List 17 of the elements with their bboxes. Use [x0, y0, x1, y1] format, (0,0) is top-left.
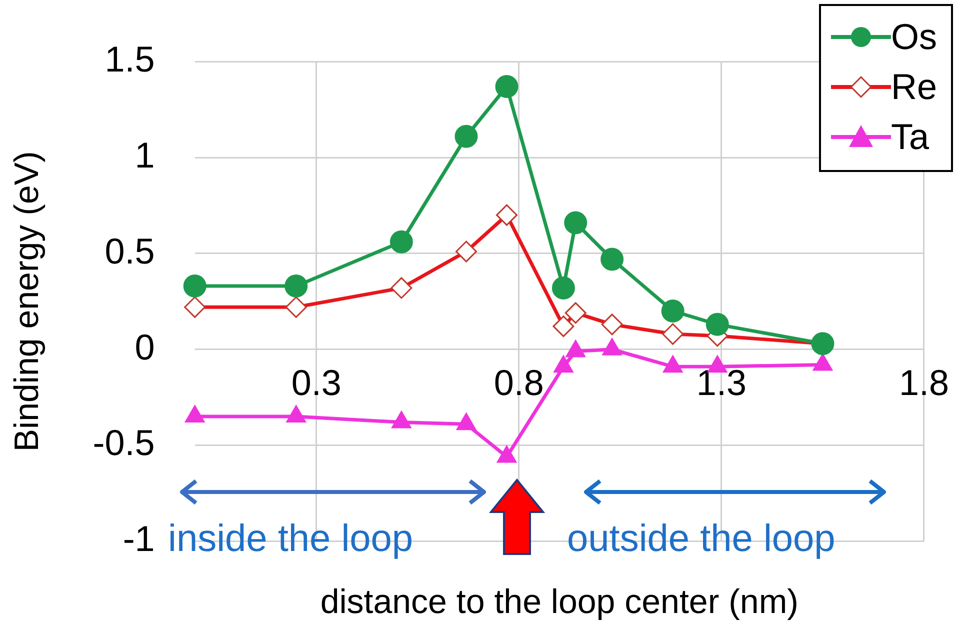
annotation: inside the loop — [168, 518, 414, 561]
x-tick-label: 1.3 — [696, 362, 746, 403]
y-axis-title: Binding energy (eV) — [8, 151, 46, 452]
y-tick-label: 1 — [134, 134, 155, 176]
legend-label: Re — [890, 65, 937, 109]
x-tick-label: 0.3 — [291, 362, 342, 403]
y-tick-label: -0.5 — [92, 422, 155, 464]
y-tick-label: 0 — [134, 326, 155, 368]
x-tick-label: 0.8 — [494, 362, 544, 403]
x-tick-label: 1.8 — [898, 362, 949, 403]
legend-label: Os — [890, 15, 937, 59]
y-tick-label: -1 — [122, 518, 155, 560]
legend-label: Ta — [890, 115, 929, 159]
x-axis-title: distance to the loop center (nm) — [320, 582, 798, 621]
y-tick-label: 0.5 — [104, 230, 155, 272]
annotation: outside the loop — [567, 518, 836, 561]
y-tick-label: 1.5 — [104, 38, 155, 80]
